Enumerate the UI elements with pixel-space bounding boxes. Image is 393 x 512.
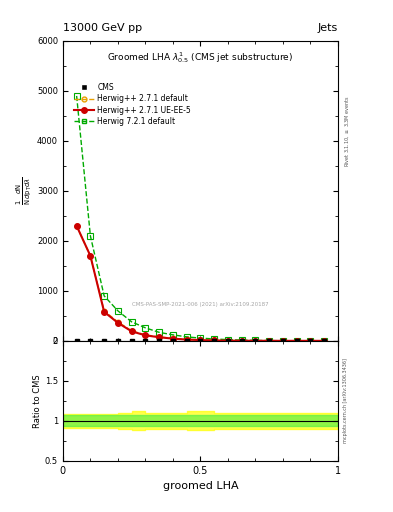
Text: mcplots.cern.ch [arXiv:1306.3436]: mcplots.cern.ch [arXiv:1306.3436] — [343, 358, 349, 443]
Legend: CMS, Herwig++ 2.7.1 default, Herwig++ 2.7.1 UE-EE-5, Herwig 7.2.1 default: CMS, Herwig++ 2.7.1 default, Herwig++ 2.… — [72, 81, 193, 128]
Text: Jets: Jets — [318, 23, 338, 33]
Text: CMS-PAS-SMP-2021-006 (2021) arXiv:2109.20187: CMS-PAS-SMP-2021-006 (2021) arXiv:2109.2… — [132, 303, 269, 307]
Y-axis label: Ratio to CMS: Ratio to CMS — [33, 374, 42, 428]
X-axis label: groomed LHA: groomed LHA — [163, 481, 238, 491]
Text: 13000 GeV pp: 13000 GeV pp — [63, 23, 142, 33]
Y-axis label: $\frac{1}{\mathrm{N}}\frac{d\mathrm{N}}{d\mathrm{p}_\mathrm{T} d\lambda}$: $\frac{1}{\mathrm{N}}\frac{d\mathrm{N}}{… — [15, 177, 34, 205]
Text: Groomed LHA $\lambda^{1}_{0.5}$ (CMS jet substructure): Groomed LHA $\lambda^{1}_{0.5}$ (CMS jet… — [107, 50, 294, 65]
Text: Rivet 3.1.10, $\geq$ 3.3M events: Rivet 3.1.10, $\geq$ 3.3M events — [343, 95, 351, 167]
